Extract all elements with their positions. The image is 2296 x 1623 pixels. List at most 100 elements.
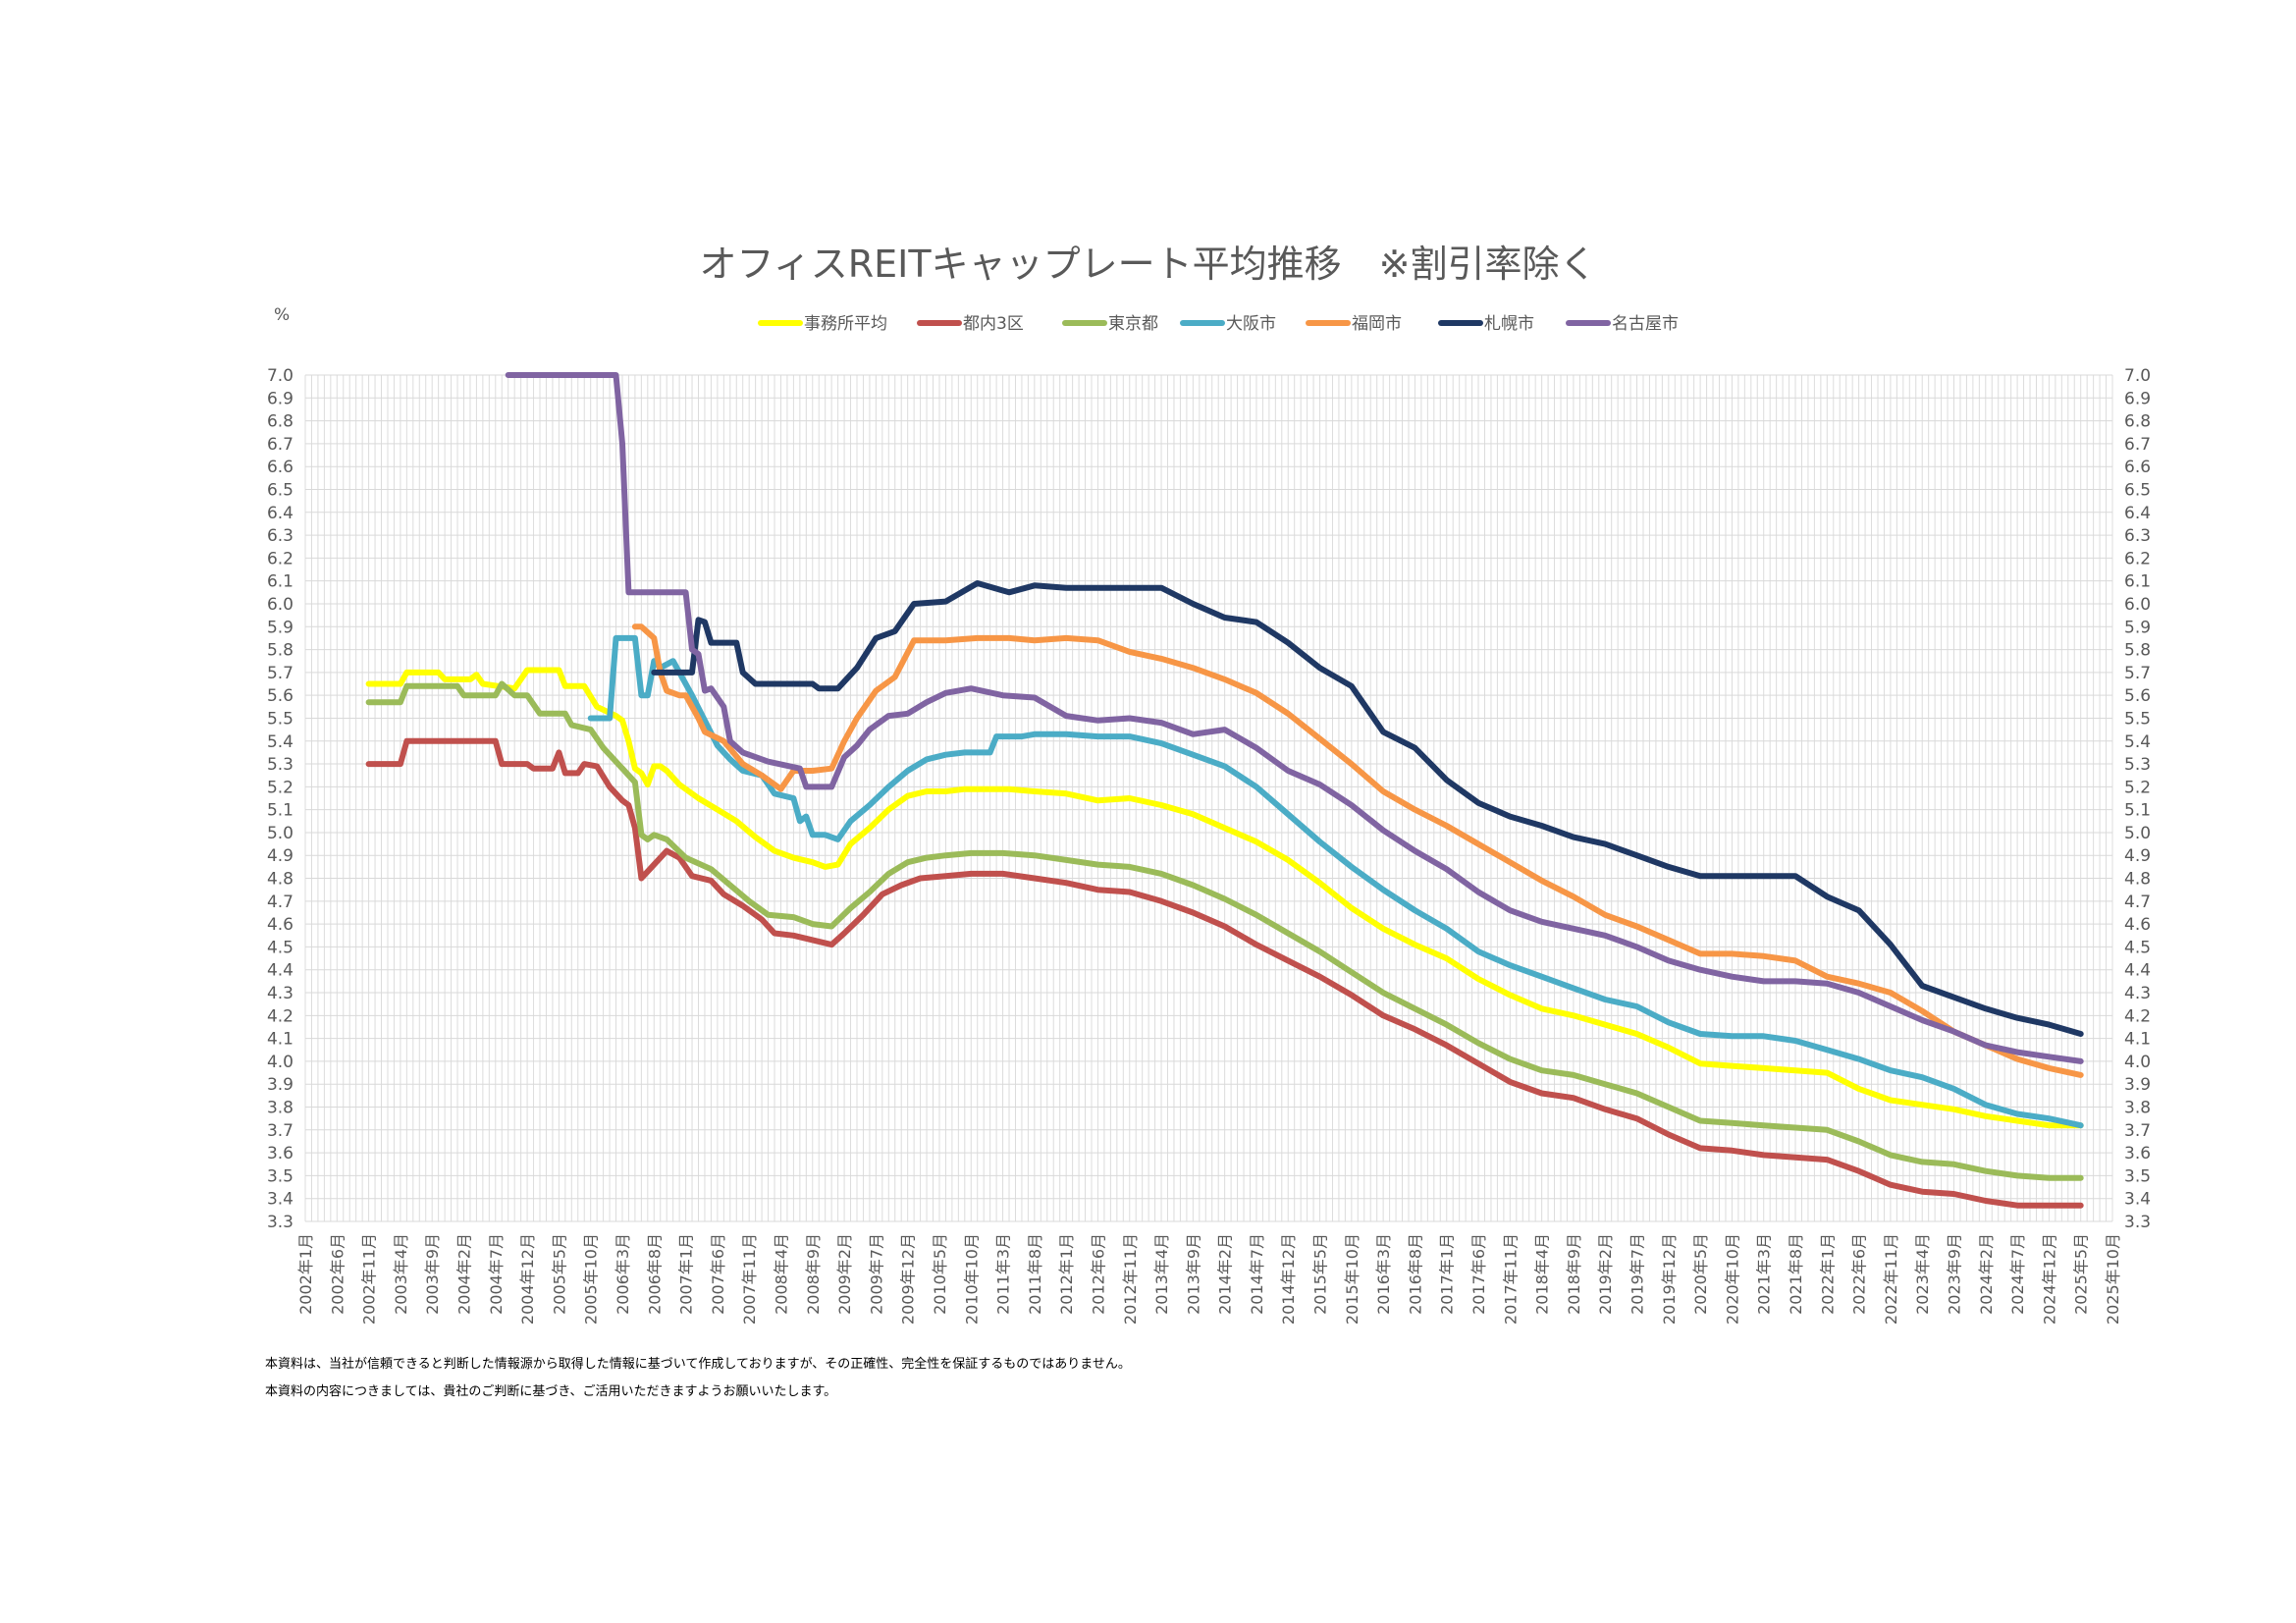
x-tick-label: 2011年3月 [994, 1233, 1013, 1315]
y-tick-label-right: 6.0 [2124, 595, 2151, 615]
x-tick-label: 2021年3月 [1755, 1233, 1774, 1315]
y-tick-label-left: 7.0 [267, 366, 294, 386]
y-tick-label-left: 3.4 [267, 1190, 294, 1210]
disclaimer-notes: 本資料は、当社が信頼できると判断した情報源から取得した情報に基づいて作成しており… [265, 1351, 1131, 1406]
x-tick-label: 2018年9月 [1565, 1233, 1583, 1315]
y-tick-label-right: 6.9 [2124, 389, 2151, 408]
x-tick-label: 2013年4月 [1152, 1233, 1171, 1315]
y-tick-label-right: 5.9 [2124, 618, 2151, 637]
x-tick-label: 2003年4月 [392, 1233, 410, 1315]
y-tick-label-left: 6.1 [267, 572, 294, 592]
x-tick-label: 2019年7月 [1629, 1233, 1647, 1315]
x-tick-label: 2023年9月 [1946, 1233, 1964, 1315]
legend: 事務所平均 都内3区 東京都 大阪市 福岡市 札幌市 名古屋市 [758, 314, 1679, 334]
y-tick-label-left: 4.0 [267, 1053, 294, 1072]
x-tick-label: 2015年10月 [1343, 1233, 1362, 1325]
x-tick-label: 2017年6月 [1469, 1233, 1488, 1315]
y-tick-label-right: 3.4 [2124, 1190, 2151, 1210]
y-tick-label-left: 4.6 [267, 915, 294, 935]
legend-label: 札幌市 [1484, 314, 1534, 334]
y-tick-label-left: 3.5 [267, 1166, 294, 1186]
x-tick-label: 2019年2月 [1596, 1233, 1615, 1315]
y-tick-label-left: 5.4 [267, 732, 294, 752]
y-tick-label-right: 6.7 [2124, 435, 2151, 455]
y-tick-label-right: 4.5 [2124, 938, 2151, 957]
y-tick-label-right: 4.9 [2124, 846, 2151, 866]
note-1: 本資料は、当社が信頼できると判断した情報源から取得した情報に基づいて作成しており… [265, 1357, 1131, 1372]
y-tick-label-right: 7.0 [2124, 366, 2151, 386]
y-axis-unit: % [274, 305, 290, 325]
note-2: 本資料の内容につきましては、貴社のご判断に基づき、ご活用いただきますようお願いい… [265, 1384, 837, 1399]
x-tick-label: 2002年11月 [360, 1233, 379, 1325]
x-tick-label: 2014年12月 [1279, 1233, 1298, 1325]
y-tick-label-right: 6.1 [2124, 572, 2151, 592]
x-tick-label: 2014年2月 [1216, 1233, 1235, 1315]
x-tick-label: 2010年10月 [962, 1233, 981, 1325]
y-tick-label-right: 5.4 [2124, 732, 2151, 752]
x-tick-label: 2007年11月 [740, 1233, 759, 1325]
y-tick-label-right: 5.1 [2124, 801, 2151, 821]
x-tick-label: 2025年5月 [2072, 1233, 2091, 1315]
y-tick-label-left: 5.5 [267, 709, 294, 729]
series-line-1 [365, 737, 2084, 1209]
x-tick-label: 2008年9月 [804, 1233, 823, 1315]
y-tick-label-left: 6.4 [267, 504, 294, 523]
x-tick-label: 2022年11月 [1882, 1233, 1900, 1325]
y-tick-label-left: 4.5 [267, 938, 294, 957]
y-tick-label-left: 4.1 [267, 1030, 294, 1050]
y-tick-label-right: 4.8 [2124, 870, 2151, 890]
y-tick-label-left: 5.2 [267, 778, 294, 797]
x-tick-label: 2003年9月 [423, 1233, 442, 1315]
x-tick-label: 2024年12月 [2040, 1233, 2058, 1325]
y-tick-label-left: 5.6 [267, 686, 294, 706]
y-tick-label-left: 4.3 [267, 984, 294, 1003]
y-tick-label-right: 4.4 [2124, 961, 2151, 981]
y-tick-label-left: 3.7 [267, 1121, 294, 1141]
x-tick-label: 2009年2月 [835, 1233, 854, 1315]
x-tick-label: 2020年10月 [1723, 1233, 1741, 1325]
y-axis-right: 3.3 3.4 3.5 3.6 3.7 3.8 3.9 4.0 4.1 4.2 4.3 4.4 4.5 4… [2124, 366, 2151, 1232]
x-tick-label: 2002年1月 [296, 1233, 315, 1315]
series-line-3 [587, 634, 2084, 1129]
y-tick-label-right: 6.5 [2124, 480, 2151, 500]
y-tick-label-right: 4.6 [2124, 915, 2151, 935]
x-tick-label: 2023年4月 [1913, 1233, 1932, 1315]
y-tick-label-right: 5.3 [2124, 755, 2151, 775]
x-tick-label: 2021年8月 [1787, 1233, 1805, 1315]
x-tick-label: 2019年12月 [1660, 1233, 1679, 1325]
y-tick-label-left: 5.0 [267, 824, 294, 843]
y-tick-label-right: 5.2 [2124, 778, 2151, 797]
x-tick-label: 2025年10月 [2104, 1233, 2122, 1325]
y-tick-label-right: 4.7 [2124, 893, 2151, 912]
x-tick-label: 2013年9月 [1184, 1233, 1202, 1315]
x-tick-label: 2020年5月 [1691, 1233, 1710, 1315]
x-tick-label: 2002年6月 [328, 1233, 347, 1315]
series-line-6 [505, 372, 2084, 1064]
y-tick-label-right: 3.5 [2124, 1166, 2151, 1186]
y-tick-label-right: 3.6 [2124, 1144, 2151, 1163]
x-tick-label: 2009年7月 [867, 1233, 885, 1315]
y-tick-label-left: 5.8 [267, 641, 294, 661]
legend-label: 名古屋市 [1612, 314, 1679, 334]
y-tick-label-left: 4.2 [267, 1006, 294, 1026]
y-tick-label-left: 4.4 [267, 961, 294, 981]
y-tick-label-right: 4.3 [2124, 984, 2151, 1003]
x-tick-label: 2016年8月 [1406, 1233, 1424, 1315]
y-tick-label-right: 3.3 [2124, 1213, 2151, 1232]
y-tick-label-left: 6.0 [267, 595, 294, 615]
y-tick-label-left: 6.3 [267, 526, 294, 546]
y-tick-label-left: 5.7 [267, 664, 294, 683]
y-tick-label-left: 6.2 [267, 549, 294, 568]
y-tick-label-left: 6.7 [267, 435, 294, 455]
y-tick-label-right: 5.0 [2124, 824, 2151, 843]
legend-label: 東京都 [1108, 314, 1158, 334]
series-line-4 [631, 623, 2084, 1078]
x-tick-label: 2011年8月 [1026, 1233, 1044, 1315]
x-tick-label: 2016年3月 [1374, 1233, 1393, 1315]
y-tick-label-right: 3.8 [2124, 1099, 2151, 1118]
x-tick-label: 2006年3月 [614, 1233, 632, 1315]
series-line-5 [651, 580, 2084, 1037]
y-tick-label-right: 6.8 [2124, 412, 2151, 432]
x-tick-label: 2022年1月 [1818, 1233, 1837, 1315]
